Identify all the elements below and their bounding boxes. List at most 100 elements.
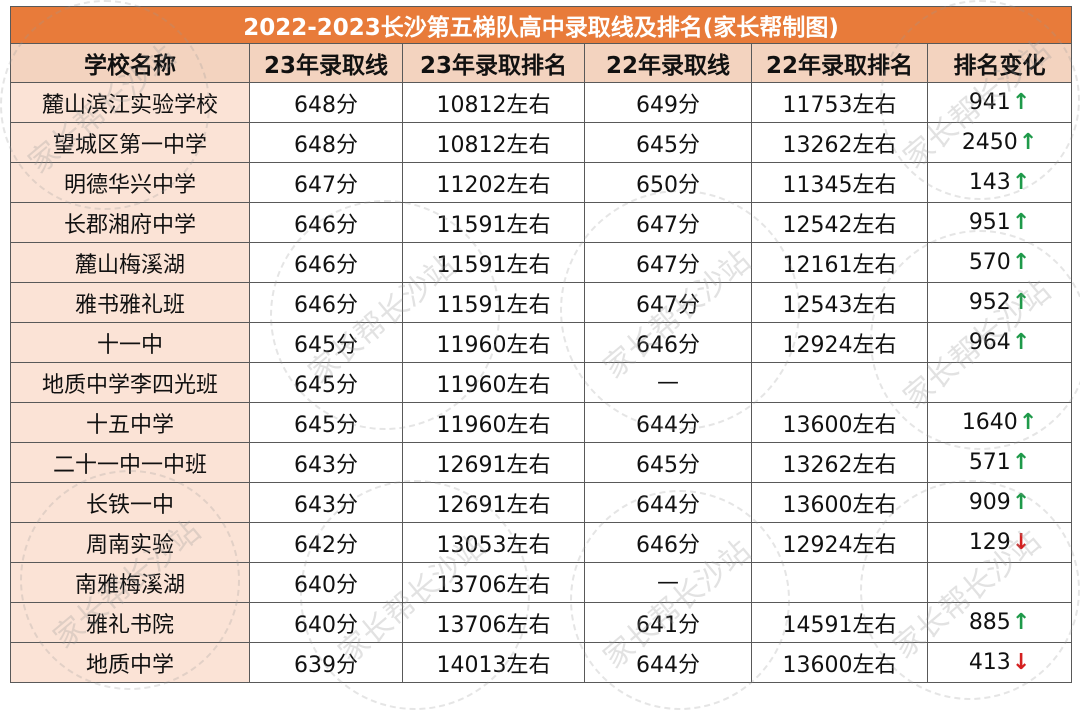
arrow-down-icon: ↓	[1011, 650, 1031, 675]
school-cell: 十一中	[10, 322, 250, 363]
school-cell: 南雅梅溪湖	[10, 562, 250, 603]
header-school: 学校名称	[10, 43, 250, 83]
rank-change-value: 129	[968, 530, 1011, 555]
school-cell: 麓山滨江实验学校	[10, 82, 250, 123]
header-score-23: 23年录取线	[249, 43, 403, 83]
rank-22-cell: 11345左右	[751, 162, 928, 203]
score-22-cell: 647分	[584, 242, 752, 283]
arrow-up-icon: ↑	[1011, 210, 1031, 235]
score-22-cell: 644分	[584, 482, 752, 523]
table-row: 十五中学 645分 11960左右 644分 13600左右 1640↑	[10, 402, 1073, 443]
score-23-cell: 645分	[249, 402, 403, 443]
table-row: 二十一中一中班 643分 12691左右 645分 13262左右 571↑	[10, 442, 1073, 483]
table-row: 雅书雅礼班 646分 11591左右 647分 12543左右 952↑	[10, 282, 1073, 323]
rank-change-cell: 885↑	[926, 602, 1073, 643]
table-row: 望城区第一中学 648分 10812左右 645分 13262左右 2450↑	[10, 122, 1073, 163]
rank-change-cell: 1640↑	[926, 402, 1073, 443]
rank-change-value: 413	[968, 650, 1011, 675]
arrow-up-icon: ↑	[1011, 290, 1031, 315]
rank-22-cell: 13600左右	[751, 642, 928, 683]
header-row: 学校名称 23年录取线 23年录取排名 22年录取线 22年录取排名 排名变化	[10, 43, 1073, 83]
rank-change-value: 1640	[961, 410, 1018, 435]
arrow-up-icon: ↑	[1018, 410, 1038, 435]
arrow-up-icon: ↑	[1018, 130, 1038, 155]
rank-change-value: 570	[968, 250, 1011, 275]
rank-23-cell: 12691左右	[402, 482, 585, 523]
score-22-cell: 641分	[584, 602, 752, 643]
table-row: 明德华兴中学 647分 11202左右 650分 11345左右 143↑	[10, 162, 1073, 203]
arrow-down-icon: ↓	[1011, 530, 1031, 555]
rank-change-cell: 952↑	[926, 282, 1073, 323]
rank-23-cell: 11960左右	[402, 362, 585, 403]
score-23-cell: 645分	[249, 322, 403, 363]
rank-23-cell: 11960左右	[402, 322, 585, 363]
school-cell: 麓山梅溪湖	[10, 242, 250, 283]
rank-23-cell: 13053左右	[402, 522, 585, 563]
rank-23-cell: 10812左右	[402, 122, 585, 163]
admission-table-sheet: 2022-2023长沙第五梯队高中录取线及排名(家长帮制图) 学校名称 23年录…	[9, 6, 1073, 683]
score-23-cell: 643分	[249, 442, 403, 483]
rank-23-cell: 13706左右	[402, 602, 585, 643]
score-22-cell: —	[584, 562, 752, 603]
arrow-up-icon: ↑	[1011, 450, 1031, 475]
table-title: 2022-2023长沙第五梯队高中录取线及排名(家长帮制图)	[9, 6, 1073, 44]
header-rank-23: 23年录取排名	[402, 43, 585, 83]
rank-22-cell: 14591左右	[751, 602, 928, 643]
score-23-cell: 642分	[249, 522, 403, 563]
table-row: 长铁一中 643分 12691左右 644分 13600左右 909↑	[10, 482, 1073, 523]
rank-22-cell: 12924左右	[751, 322, 928, 363]
rank-23-cell: 14013左右	[402, 642, 585, 683]
rank-change-value: 571	[968, 450, 1011, 475]
table-row: 周南实验 642分 13053左右 646分 12924左右 129↓	[10, 522, 1073, 563]
rank-change-value: 951	[968, 210, 1011, 235]
rank-23-cell: 11591左右	[402, 242, 585, 283]
school-cell: 雅书雅礼班	[10, 282, 250, 323]
score-23-cell: 646分	[249, 242, 403, 283]
arrow-up-icon: ↑	[1011, 170, 1031, 195]
rank-change-cell: 951↑	[926, 202, 1073, 243]
rank-change-value: 952	[968, 290, 1011, 315]
score-23-cell: 648分	[249, 82, 403, 123]
header-score-22: 22年录取线	[584, 43, 752, 83]
rank-change-value: 941	[968, 90, 1011, 115]
rank-22-cell	[751, 362, 928, 403]
rank-change-cell: 413↓	[926, 642, 1073, 683]
rank-change-value: 2450	[961, 130, 1018, 155]
table-row: 长郡湘府中学 646分 11591左右 647分 12542左右 951↑	[10, 202, 1073, 243]
table-row: 十一中 645分 11960左右 646分 12924左右 964↑	[10, 322, 1073, 363]
header-rank-22: 22年录取排名	[751, 43, 928, 83]
score-22-cell: 645分	[584, 442, 752, 483]
rank-change-value: 909	[968, 490, 1011, 515]
school-cell: 周南实验	[10, 522, 250, 563]
table-row: 雅礼书院 640分 13706左右 641分 14591左右 885↑	[10, 602, 1073, 643]
score-22-cell: 644分	[584, 402, 752, 443]
table-row: 地质中学 639分 14013左右 644分 13600左右 413↓	[10, 642, 1073, 683]
header-rank-change: 排名变化	[926, 43, 1073, 83]
score-22-cell: 647分	[584, 282, 752, 323]
score-23-cell: 646分	[249, 282, 403, 323]
school-cell: 长郡湘府中学	[10, 202, 250, 243]
rank-change-cell: 2450↑	[926, 122, 1073, 163]
rank-change-cell	[926, 562, 1073, 603]
title-row: 2022-2023长沙第五梯队高中录取线及排名(家长帮制图)	[9, 6, 1073, 44]
rank-22-cell	[751, 562, 928, 603]
school-cell: 雅礼书院	[10, 602, 250, 643]
score-22-cell: 646分	[584, 522, 752, 563]
rank-23-cell: 11591左右	[402, 282, 585, 323]
score-23-cell: 643分	[249, 482, 403, 523]
rank-22-cell: 12161左右	[751, 242, 928, 283]
rank-23-cell: 11591左右	[402, 202, 585, 243]
school-cell: 望城区第一中学	[10, 122, 250, 163]
rank-change-value: 885	[968, 610, 1011, 635]
school-cell: 明德华兴中学	[10, 162, 250, 203]
rank-22-cell: 13262左右	[751, 442, 928, 483]
arrow-up-icon: ↑	[1011, 90, 1031, 115]
rank-change-cell: 941↑	[926, 82, 1073, 123]
school-cell: 地质中学	[10, 642, 250, 683]
rank-change-cell: 964↑	[926, 322, 1073, 363]
arrow-up-icon: ↑	[1011, 330, 1031, 355]
rank-change-cell: 143↑	[926, 162, 1073, 203]
rank-23-cell: 10812左右	[402, 82, 585, 123]
score-22-cell: 644分	[584, 642, 752, 683]
table-row: 地质中学李四光班 645分 11960左右 —	[10, 362, 1073, 403]
